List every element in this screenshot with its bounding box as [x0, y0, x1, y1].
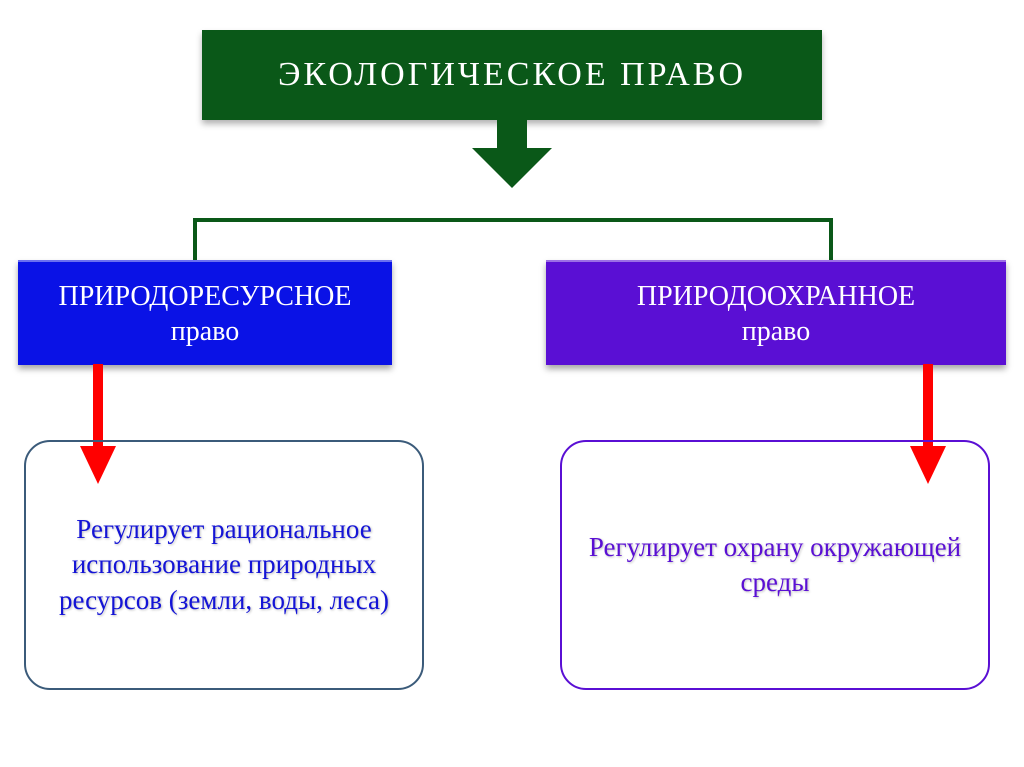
branch-left-line2: право — [171, 314, 239, 349]
connector-vertical-right — [829, 218, 833, 260]
branch-node-right: ПРИРОДООХРАННОЕ право — [546, 260, 1006, 365]
branch-node-left: ПРИРОДОРЕСУРСНОЕ право — [18, 260, 392, 365]
desc-box-right: Регулирует охрану окружающей среды — [560, 440, 990, 690]
arrow-down-shape — [472, 118, 552, 188]
branch-right-line2: право — [742, 314, 810, 349]
desc-left-text: Регулирует рациональное использование пр… — [44, 512, 404, 617]
root-node: ЭКОЛОГИЧЕСКОЕ ПРАВО — [202, 30, 822, 120]
branch-right-line1: ПРИРОДООХРАННОЕ — [637, 279, 915, 314]
root-node-label: ЭКОЛОГИЧЕСКОЕ ПРАВО — [278, 56, 746, 94]
desc-right-text: Регулирует охрану окружающей среды — [580, 530, 970, 600]
arrow-down-icon — [472, 118, 552, 188]
connector-horizontal — [193, 218, 833, 222]
branch-left-line1: ПРИРОДОРЕСУРСНОЕ — [58, 279, 351, 314]
desc-box-left: Регулирует рациональное использование пр… — [24, 440, 424, 690]
connector-vertical-left — [193, 218, 197, 260]
